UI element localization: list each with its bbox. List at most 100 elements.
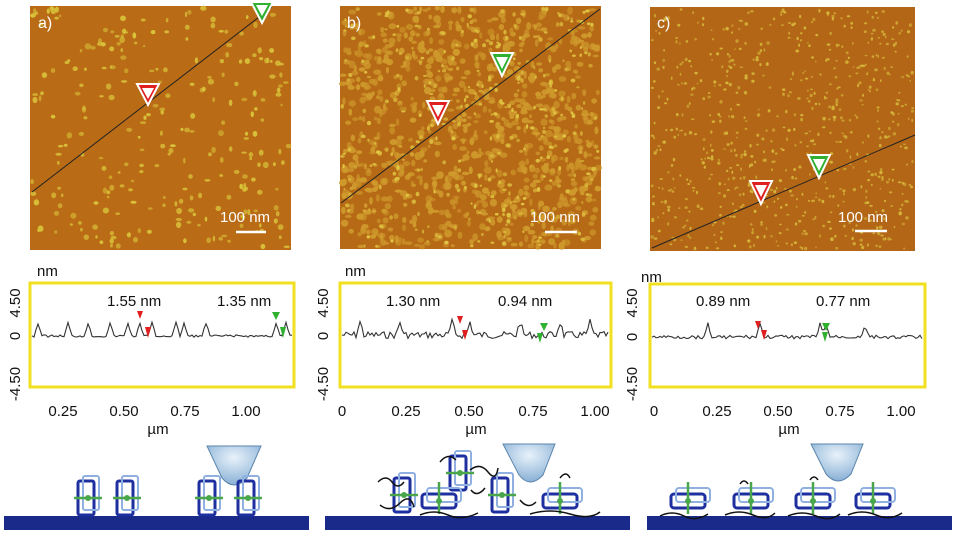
afm-particle xyxy=(402,217,407,223)
afm-particle xyxy=(710,149,714,152)
afm-particle xyxy=(225,52,230,58)
afm-particle xyxy=(109,46,115,52)
afm-particle xyxy=(769,188,773,192)
afm-particle xyxy=(803,246,808,251)
afm-particle xyxy=(870,32,874,35)
afm-particle xyxy=(733,63,736,66)
afm-particle xyxy=(874,68,878,72)
afm-particle xyxy=(74,91,81,96)
afm-particle xyxy=(477,211,482,214)
afm-particle xyxy=(464,69,471,76)
afm-particle xyxy=(719,119,722,123)
afm-particle xyxy=(818,102,821,106)
afm-particle xyxy=(710,155,714,158)
afm-particle xyxy=(458,80,465,88)
afm-particle xyxy=(381,208,387,213)
afm-particle xyxy=(101,66,107,70)
afm-particle xyxy=(348,9,357,15)
afm-particle xyxy=(859,243,863,246)
afm-particle xyxy=(461,139,465,144)
afm-particle xyxy=(243,182,246,189)
afm-particle xyxy=(835,103,838,107)
afm-particle xyxy=(344,24,349,28)
afm-particle xyxy=(180,127,184,132)
afm-particle xyxy=(420,56,425,60)
afm-particle xyxy=(535,91,542,97)
afm-particle xyxy=(739,177,742,180)
afm-particle xyxy=(679,72,682,76)
afm-particle xyxy=(521,41,525,46)
afm-particle xyxy=(511,210,519,218)
afm-particle xyxy=(692,11,695,14)
afm-particle xyxy=(218,237,223,241)
afm-particle xyxy=(479,194,487,201)
afm-particle xyxy=(184,127,191,133)
afm-particle xyxy=(453,165,458,174)
afm-particle xyxy=(373,69,382,75)
afm-particle xyxy=(529,182,537,188)
afm-particle xyxy=(517,75,521,78)
afm-image-c-particles xyxy=(650,8,915,251)
afm-particle xyxy=(673,135,677,139)
afm-particle xyxy=(468,166,473,175)
afm-particle xyxy=(352,117,359,121)
afm-particle xyxy=(221,72,225,78)
afm-particle xyxy=(564,156,569,163)
afm-particle xyxy=(279,72,283,78)
afm-particle xyxy=(83,234,90,240)
afm-particle xyxy=(547,141,553,147)
afm-particle xyxy=(806,97,809,100)
afm-particle xyxy=(776,197,780,200)
afm-particle xyxy=(890,111,893,115)
afm-particle xyxy=(562,129,569,135)
afm-particle xyxy=(133,237,138,243)
afm-particle xyxy=(429,93,434,95)
afm-particle xyxy=(751,72,755,75)
afm-particle xyxy=(523,177,530,183)
afm-particle xyxy=(257,162,261,167)
afm-particle xyxy=(831,19,835,21)
afm-particle xyxy=(569,49,573,53)
afm-particle xyxy=(688,102,691,105)
afm-particle xyxy=(341,206,346,215)
afm-particle xyxy=(886,180,889,184)
afm-particle xyxy=(692,186,696,189)
afm-particle xyxy=(867,243,869,247)
afm-particle xyxy=(731,24,734,27)
afm-particle xyxy=(908,23,913,27)
afm-particle xyxy=(851,228,854,232)
afm-particle xyxy=(560,113,563,117)
afm-particle xyxy=(826,12,829,17)
afm-particle xyxy=(488,75,492,81)
afm-particle xyxy=(571,168,575,174)
afm-particle xyxy=(710,130,713,134)
afm-particle xyxy=(348,60,356,69)
afm-particle xyxy=(200,5,207,11)
afm-particle xyxy=(590,22,594,27)
afm-particle xyxy=(353,165,358,169)
afm-particle xyxy=(426,27,431,31)
afm-particle xyxy=(531,238,535,245)
afm-particle xyxy=(881,30,884,33)
afm-particle xyxy=(556,214,560,220)
afm-particle xyxy=(126,232,131,238)
afm-particle xyxy=(843,224,846,228)
afm-particle xyxy=(548,80,553,86)
afm-particle xyxy=(404,241,413,246)
afm-particle xyxy=(811,106,814,111)
afm-particle xyxy=(567,173,575,177)
afm-particle xyxy=(163,67,168,73)
afm-particle xyxy=(762,202,766,204)
afm-particle xyxy=(496,134,500,139)
afm-particle xyxy=(460,104,463,108)
afm-particle xyxy=(487,177,492,182)
afm-particle xyxy=(398,145,403,148)
afm-particle xyxy=(369,164,373,167)
afm-particle xyxy=(188,174,193,179)
afm-particle xyxy=(523,147,526,151)
afm-particle xyxy=(778,232,782,235)
afm-particle xyxy=(529,79,535,84)
afm-particle xyxy=(829,211,833,214)
afm-particle xyxy=(907,75,910,78)
afm-particle xyxy=(525,158,529,165)
